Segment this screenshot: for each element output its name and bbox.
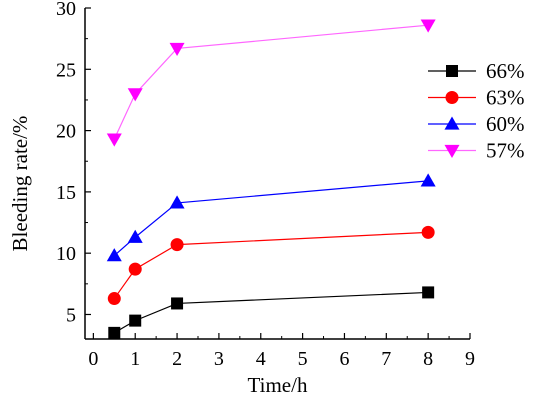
x-tick-label: 6 — [339, 348, 349, 370]
y-tick-label: 20 — [56, 121, 76, 143]
legend-marker — [444, 116, 460, 130]
plot-area — [106, 19, 436, 339]
legend-label: 60% — [486, 112, 525, 136]
series-line — [113, 180, 429, 257]
y-tick-label: 25 — [56, 59, 76, 81]
data-point — [169, 195, 185, 209]
data-point — [127, 229, 143, 243]
series-line — [113, 231, 429, 299]
data-point — [127, 88, 143, 102]
series-0 — [108, 286, 435, 339]
x-tick-label: 8 — [423, 348, 433, 370]
legend-label: 66% — [486, 59, 525, 83]
axes — [84, 8, 470, 340]
series-line — [113, 291, 429, 334]
y-tick-label: 10 — [56, 243, 76, 265]
series-2 — [106, 173, 436, 262]
data-point — [106, 133, 122, 147]
legend-marker — [444, 144, 460, 158]
legend-label: 57% — [486, 139, 525, 163]
legend-marker — [446, 65, 458, 77]
legend-item: 63% — [428, 86, 525, 110]
ticks: 0 1 2 3 4 5 6 7 8 9 5 10 15 20 25 30 — [56, 0, 475, 370]
series-1 — [107, 225, 435, 306]
data-point — [421, 225, 435, 239]
y-tick-label: 30 — [56, 0, 76, 20]
data-point — [422, 286, 435, 299]
x-tick-label: 0 — [88, 348, 98, 370]
data-point — [169, 42, 185, 56]
data-point — [107, 292, 121, 306]
legend: 66% 63%60% 57% — [428, 59, 525, 163]
data-point — [128, 262, 142, 276]
legend-item: 66% — [428, 59, 525, 83]
legend-item: 57% — [428, 139, 525, 163]
x-tick-label: 3 — [214, 348, 224, 370]
x-tick-label: 2 — [172, 348, 182, 370]
x-tick-label: 4 — [256, 348, 266, 370]
data-point — [420, 173, 436, 187]
y-tick-label: 15 — [56, 182, 76, 204]
data-point — [170, 238, 184, 252]
x-tick-label: 9 — [465, 348, 475, 370]
y-axis-title: Bleeding rate/% — [8, 116, 32, 252]
data-point — [108, 326, 121, 339]
data-point — [171, 297, 184, 310]
legend-label: 63% — [486, 86, 525, 110]
x-axis-title: Time/h — [248, 373, 308, 397]
x-tick-label: 5 — [298, 348, 308, 370]
data-point — [420, 19, 436, 33]
series-3 — [106, 19, 436, 147]
series-line — [113, 24, 429, 140]
legend-item: 60% — [428, 112, 525, 136]
x-tick-label: 1 — [130, 348, 140, 370]
data-point — [129, 314, 142, 327]
data-point — [106, 248, 122, 262]
x-tick-label: 7 — [381, 348, 391, 370]
legend-marker — [445, 91, 459, 104]
y-tick-label: 5 — [66, 304, 76, 326]
